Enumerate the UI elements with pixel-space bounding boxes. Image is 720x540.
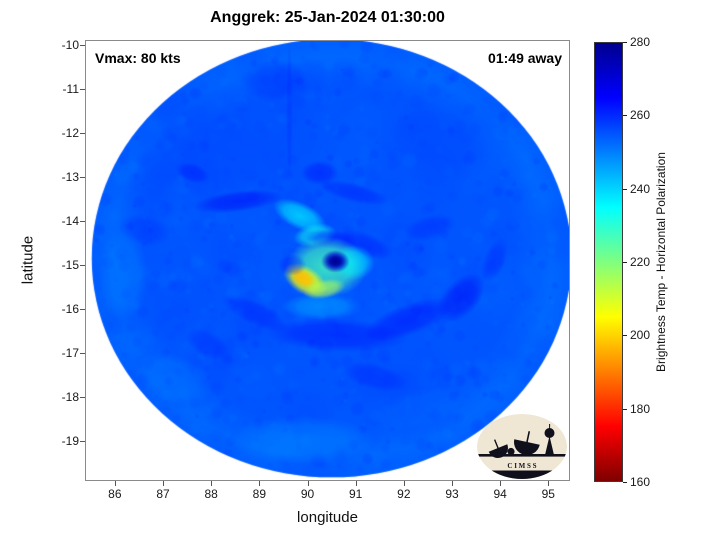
colorbar-tick-mark	[623, 262, 627, 263]
y-tick-label: -17	[61, 345, 79, 360]
colorbar-tick-label: 180	[630, 401, 651, 416]
time-offset-annotation: 01:49 away	[488, 50, 562, 66]
brightness-temp-heatmap	[86, 41, 569, 480]
colorbar-tick-mark	[623, 408, 627, 410]
y-tick-mark	[80, 220, 85, 222]
x-axis-label: longitude	[297, 509, 358, 526]
x-tick-label: 89	[252, 487, 267, 501]
x-tick-label: 88	[204, 487, 218, 501]
x-tick-label: 95	[541, 487, 555, 501]
colorbar-tick-mark	[623, 115, 627, 117]
y-tick-label: -15	[61, 257, 79, 272]
x-tick-mark	[259, 481, 261, 486]
plot-area: Vmax: 80 kts 01:49 away	[85, 40, 570, 481]
colorbar-tick-mark	[623, 42, 627, 43]
y-tick-label: -12	[61, 125, 79, 140]
colorbar-tick-mark	[623, 188, 627, 190]
x-tick-mark	[500, 481, 502, 486]
vmax-annotation: Vmax: 80 kts	[95, 50, 181, 66]
colorbar-tick-mark	[623, 335, 627, 337]
x-tick-label: 87	[156, 487, 170, 501]
y-tick-label: -13	[61, 169, 79, 184]
x-tick-label: 92	[397, 487, 411, 501]
y-tick-mark	[80, 176, 85, 178]
x-tick-mark	[307, 481, 309, 486]
tower-icon	[544, 424, 555, 455]
x-tick-mark	[211, 481, 213, 486]
y-tick-label: -14	[61, 213, 79, 228]
x-tick-label: 86	[108, 487, 122, 501]
x-tick-mark	[355, 481, 357, 486]
cimss-logo-ground-line	[477, 454, 567, 457]
y-tick-label: -11	[62, 81, 79, 96]
x-tick-label: 93	[445, 487, 459, 501]
dome-icon	[507, 447, 515, 456]
y-tick-mark	[80, 352, 85, 354]
x-tick-mark	[403, 481, 405, 486]
colorbar-tick-label: 260	[630, 108, 651, 123]
colorbar-tick-label: 160	[630, 475, 651, 489]
plot-title: Anggrek: 25-Jan-2024 01:30:00	[210, 9, 445, 26]
y-tick-label: -19	[61, 433, 79, 448]
y-tick-mark	[80, 44, 85, 46]
y-tick-mark	[80, 132, 85, 134]
cimss-logo: C I M S S	[477, 414, 567, 479]
cimss-logo-base	[477, 470, 567, 479]
satellite-dish-icon	[514, 431, 540, 455]
x-tick-mark	[114, 481, 116, 486]
colorbar-tick-mark	[623, 482, 627, 483]
colorbar-tick-label: 280	[630, 35, 651, 49]
y-tick-mark	[80, 264, 85, 266]
cimss-logo-text: C I M S S	[507, 462, 536, 470]
x-tick-label: 90	[300, 487, 315, 501]
y-axis-label: latitude	[19, 235, 37, 285]
satellite-dish-icon	[488, 439, 508, 458]
x-tick-mark	[452, 481, 453, 486]
y-tick-label: -16	[61, 301, 79, 316]
y-tick-label: -18	[61, 389, 79, 404]
colorbar-tick-label: 220	[630, 255, 651, 269]
x-tick-mark	[548, 481, 550, 486]
y-tick-label: -10	[61, 37, 79, 52]
colorbar-tick-label: 240	[630, 181, 651, 196]
x-tick-label: 91	[348, 487, 363, 501]
x-tick-label: 94	[493, 487, 507, 501]
y-tick-mark	[80, 88, 85, 90]
colorbar-label: Brightness Temp - Horizontal Polarizatio…	[654, 152, 668, 372]
y-tick-mark	[80, 308, 85, 310]
x-tick-mark	[163, 481, 165, 486]
colorbar	[594, 42, 623, 482]
colorbar-tick-label: 200	[630, 328, 651, 343]
y-tick-mark	[80, 396, 85, 398]
y-tick-mark	[80, 440, 85, 442]
